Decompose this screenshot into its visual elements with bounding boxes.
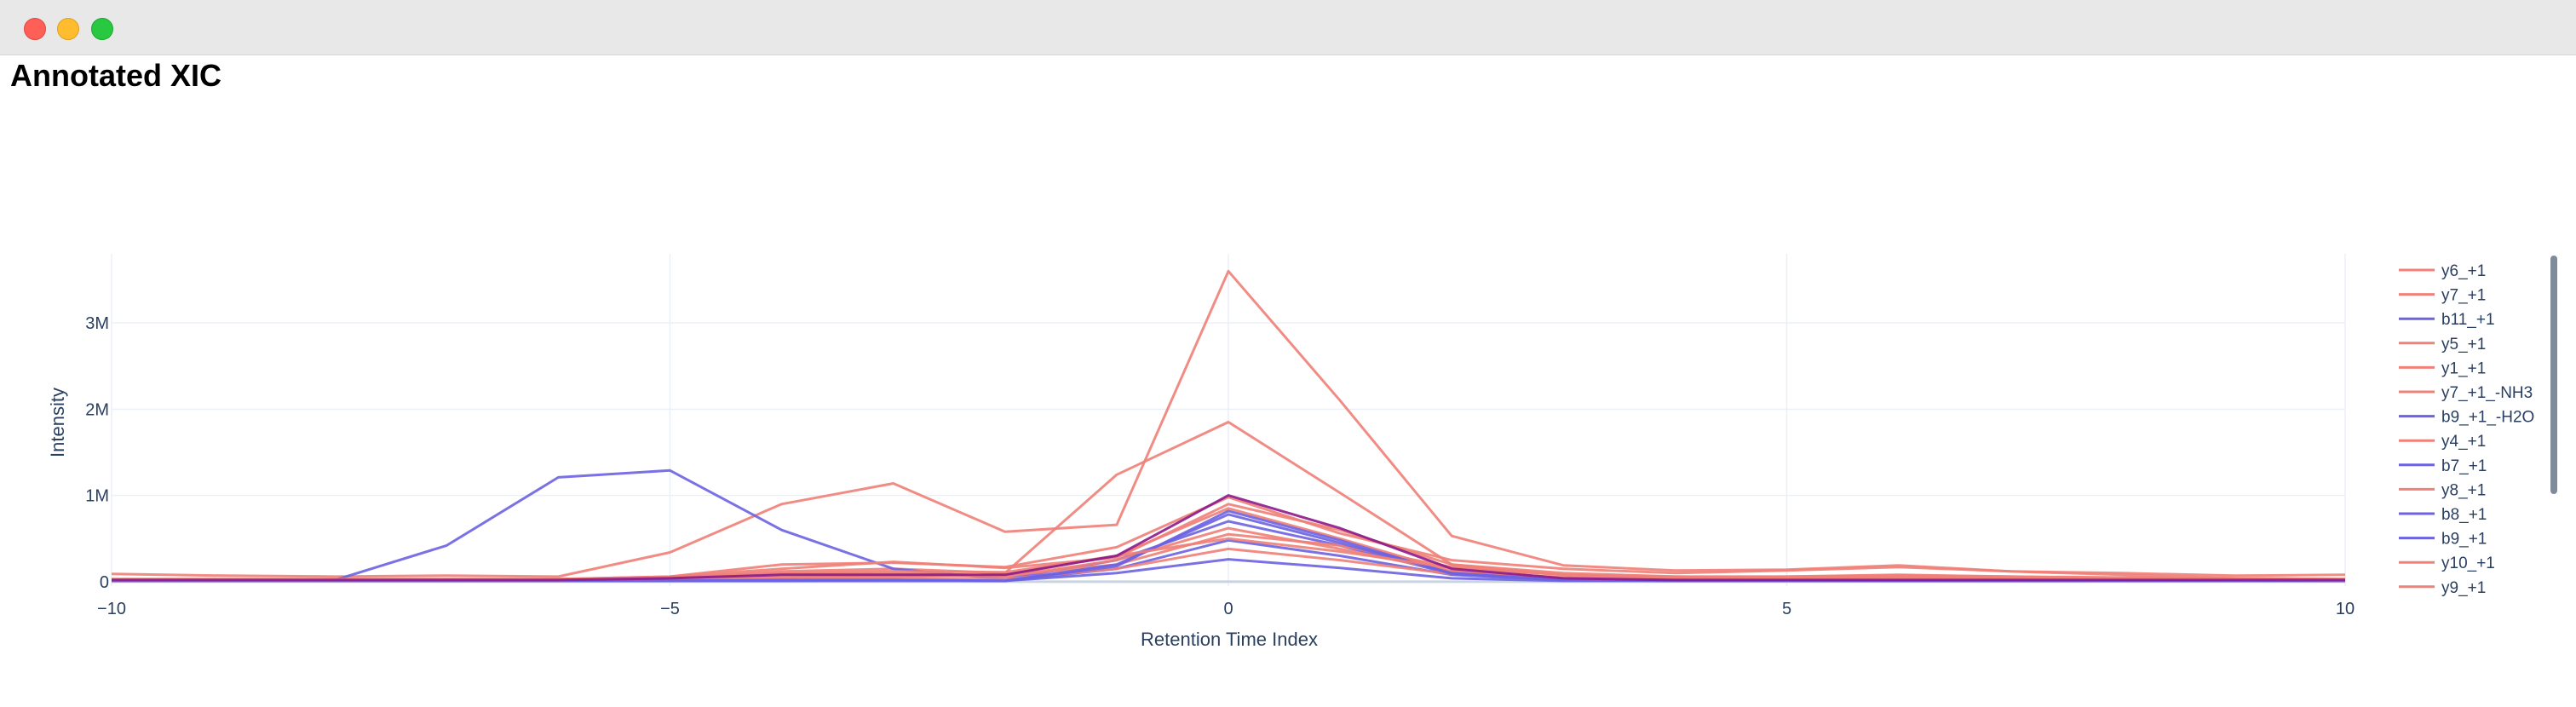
legend-label: y6_+1: [2441, 262, 2486, 280]
legend: y6_+1 y7_+1 b11_+1 y5_+1 y1_+1 y7_+1_-NH3 b9_+…: [2399, 262, 2534, 597]
maximize-window-button[interactable]: [91, 18, 113, 40]
y-tick-label: 2M: [85, 400, 109, 419]
legend-item[interactable]: y7_+1_-NH3: [2399, 384, 2533, 402]
legend-label: y10_+1: [2441, 555, 2495, 572]
legend-scrollbar[interactable]: [2550, 256, 2557, 494]
y-tick-label: 1M: [85, 487, 109, 506]
legend-item[interactable]: y9_+1: [2399, 579, 2486, 597]
legend-item[interactable]: y4_+1: [2399, 433, 2486, 451]
legend-item[interactable]: b9_+1_-H2O: [2399, 409, 2534, 427]
legend-label: y4_+1: [2441, 433, 2486, 451]
legend-item[interactable]: y6_+1: [2399, 262, 2486, 280]
x-axis-title: Retention Time Index: [1141, 629, 1318, 650]
legend-item[interactable]: b9_+1: [2399, 531, 2487, 549]
axes: −10 −5 0 5 10 0 1M 2M 3M: [85, 314, 2355, 618]
close-window-button[interactable]: [24, 18, 46, 40]
x-tick-label: −5: [660, 600, 680, 618]
legend-item[interactable]: b8_+1: [2399, 506, 2487, 524]
legend-item[interactable]: y10_+1: [2399, 555, 2495, 572]
legend-item[interactable]: y1_+1: [2399, 359, 2486, 377]
legend-item[interactable]: b11_+1: [2399, 311, 2495, 329]
legend-label: y1_+1: [2441, 359, 2486, 377]
y-axis-title: Intensity: [47, 388, 68, 457]
window-titlebar: [0, 0, 2576, 55]
legend-label: y9_+1: [2441, 579, 2486, 597]
legend-label: y5_+1: [2441, 336, 2486, 354]
series-lines: [111, 269, 2346, 583]
legend-label: b11_+1: [2441, 311, 2495, 329]
legend-label: b9_+1: [2441, 531, 2487, 549]
x-tick-label: 0: [1223, 600, 1233, 618]
legend-item[interactable]: y5_+1: [2399, 336, 2486, 354]
legend-label: b7_+1: [2441, 457, 2487, 475]
series-line-y3-1[interactable]: [112, 494, 2345, 582]
legend-item[interactable]: b7_+1: [2399, 457, 2487, 475]
legend-label: b9_+1_-H2O: [2441, 409, 2534, 427]
legend-item[interactable]: y7_+1: [2399, 287, 2486, 305]
legend-label: y7_+1: [2441, 287, 2486, 305]
x-tick-label: −10: [97, 600, 126, 618]
y-tick-label: 3M: [85, 314, 109, 333]
x-tick-label: 10: [2336, 600, 2355, 618]
minimize-window-button[interactable]: [57, 18, 79, 40]
page-title: Annotated XIC: [10, 58, 221, 93]
legend-label: b8_+1: [2441, 506, 2487, 524]
x-tick-label: 5: [1782, 600, 1791, 618]
grid-lines: [111, 254, 2346, 586]
y-tick-label: 0: [100, 573, 109, 592]
legend-label: y7_+1_-NH3: [2441, 384, 2533, 402]
legend-item[interactable]: y8_+1: [2399, 481, 2486, 499]
legend-label: y8_+1: [2441, 481, 2486, 499]
